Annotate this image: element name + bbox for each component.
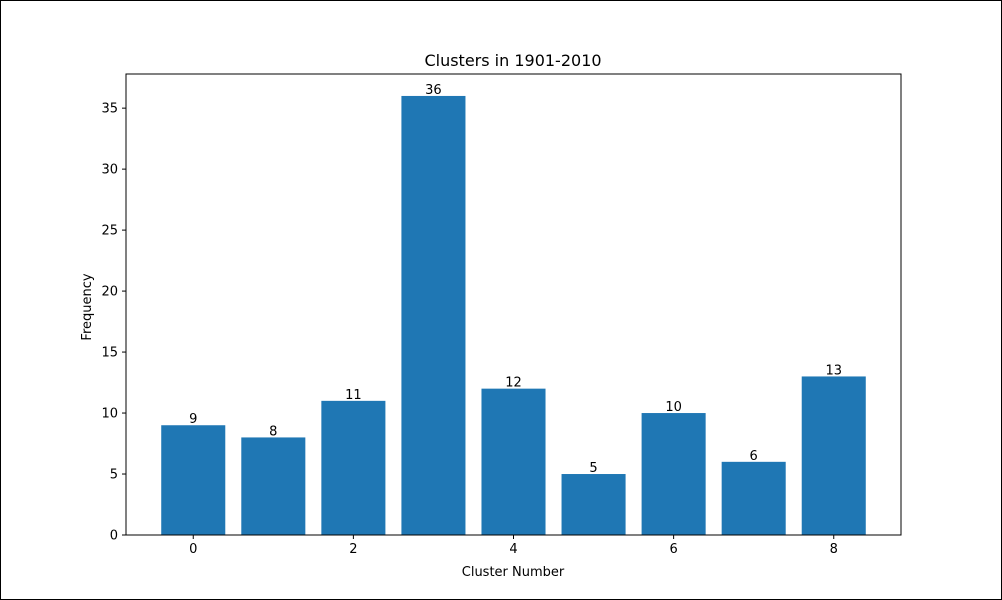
bar-value-label-1: 8 [269,424,277,439]
bar-cluster-6 [641,413,706,535]
bar-labels-group: 9 8 11 36 12 5 10 6 13 [189,83,842,476]
y-tick-label-0: 0 [110,529,118,544]
bar-cluster-8 [801,376,866,535]
bars-group [161,95,866,535]
y-tick-label-10: 10 [101,407,118,422]
bar-value-label-6: 10 [665,400,682,415]
y-tick-label-30: 30 [101,163,118,178]
y-tick-label-25: 25 [101,224,118,239]
y-axis-label: Frequency [80,273,95,340]
bar-value-label-3: 36 [425,83,442,98]
y-tick-label-35: 35 [101,102,118,117]
y-tick-label-15: 15 [101,346,118,361]
bar-value-label-5: 5 [589,461,597,476]
bar-cluster-7 [721,461,786,535]
bar-cluster-2 [321,400,386,535]
bar-value-label-8: 13 [825,363,842,378]
y-tick-label-5: 5 [110,468,118,483]
bar-value-label-0: 9 [189,412,197,427]
bar-cluster-4 [481,388,546,535]
bar-value-label-2: 11 [345,388,362,403]
bar-value-label-4: 12 [505,376,522,391]
bar-cluster-5 [561,474,626,535]
x-tick-label-6: 6 [669,542,677,557]
bar-cluster-0 [161,425,226,535]
y-tick-label-20: 20 [101,285,118,300]
x-axis-label: Cluster Number [462,565,565,580]
x-axis-ticks: 0 2 4 6 8 [189,535,838,557]
chart-title: Clusters in 1901-2010 [424,51,601,70]
y-axis-ticks: 0 5 10 15 20 25 30 35 [101,102,126,544]
x-tick-label-0: 0 [189,542,197,557]
x-tick-label-4: 4 [509,542,517,557]
x-tick-label-8: 8 [830,542,838,557]
bar-cluster-1 [241,437,306,535]
bar-cluster-3 [401,95,466,535]
bar-value-label-7: 6 [750,449,758,464]
x-tick-label-2: 2 [349,542,357,557]
